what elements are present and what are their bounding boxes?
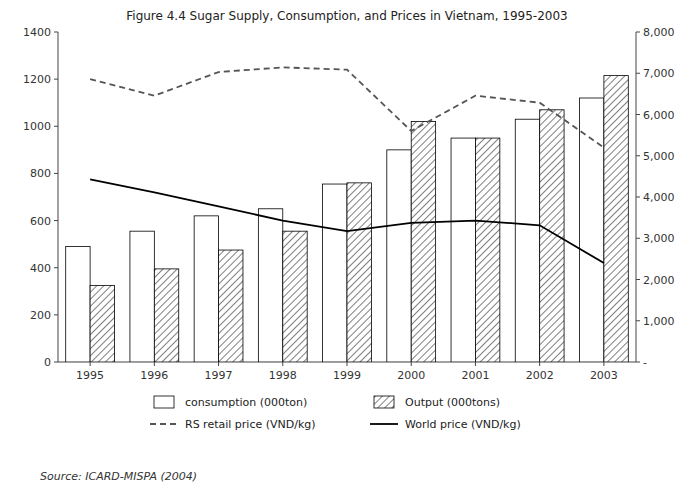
y2-tick-label: 8,000: [643, 26, 675, 39]
bar: [194, 216, 218, 362]
y-tick-label: 600: [30, 215, 51, 228]
legend-label: consumption (000ton): [185, 396, 307, 409]
x-tick-label: 2001: [461, 369, 489, 382]
bar-background: [219, 250, 243, 362]
x-tick-label: 1998: [269, 369, 297, 382]
line: [90, 67, 604, 147]
bar: [475, 138, 499, 362]
legend-label: Output (000tons): [405, 396, 500, 409]
bar-background: [283, 231, 307, 362]
plot-area: [66, 67, 629, 362]
y2-tick-label: 5,000: [643, 150, 675, 163]
bar: [258, 209, 282, 362]
legend-swatch: [154, 396, 174, 408]
x-tick-label: 2003: [590, 369, 618, 382]
y-tick-label: 200: [30, 309, 51, 322]
bar: [604, 76, 628, 362]
y2-tick-label: 3,000: [643, 232, 675, 245]
x-tick-label: 1999: [333, 369, 361, 382]
bar: [130, 231, 154, 362]
y2-tick: [636, 197, 640, 198]
bar: [387, 150, 411, 362]
y-tick: [54, 314, 58, 315]
x-tick-label: 2000: [397, 369, 425, 382]
y2-tick: [636, 73, 640, 74]
x-tick-label: 1995: [76, 369, 104, 382]
bar: [579, 98, 603, 362]
legend-label: World price (VND/kg): [405, 418, 521, 431]
y-tick: [54, 126, 58, 127]
x-tick-label: 1997: [205, 369, 233, 382]
bar-background: [347, 183, 371, 362]
y2-tick-label: 6,000: [643, 109, 675, 122]
y2-tick-label: 7,000: [643, 67, 675, 80]
y2-tick: [636, 279, 640, 280]
y2-tick: [636, 155, 640, 156]
bar-background: [540, 110, 564, 362]
title: Figure 4.4 Sugar Supply, Consumption, an…: [126, 9, 567, 23]
y-tick: [54, 79, 58, 80]
x-tick: [347, 362, 348, 366]
y-tick: [54, 362, 58, 363]
chart: Figure 4.4 Sugar Supply, Consumption, an…: [0, 0, 699, 492]
bar: [347, 183, 371, 362]
bar: [90, 285, 114, 362]
bar-background: [411, 122, 435, 362]
bar-background: [90, 285, 114, 362]
y-tick: [54, 32, 58, 33]
line: [90, 179, 604, 263]
x-tick: [282, 362, 283, 366]
legend-swatch: [370, 423, 398, 425]
bar: [451, 138, 475, 362]
bar: [219, 250, 243, 362]
x-tick: [218, 362, 219, 366]
bar-background: [154, 269, 178, 362]
y2-tick: [636, 362, 640, 363]
x-tick: [90, 362, 91, 366]
x-tick-label: 2002: [526, 369, 554, 382]
x-tick: [475, 362, 476, 366]
y-axis-line: [58, 32, 59, 362]
y2-tick: [636, 238, 640, 239]
source-note: Source: ICARD-MISPA (2004): [40, 470, 197, 483]
bar-background: [604, 76, 628, 362]
y2-tick-label: 1,000: [643, 315, 675, 328]
y-tick-label: 400: [30, 262, 51, 275]
x-tick: [539, 362, 540, 366]
y-tick: [54, 267, 58, 268]
legend: consumption (000ton) Output (000tons) RS r…: [150, 396, 521, 431]
legend-swatch: [374, 396, 394, 408]
bar-background: [475, 138, 499, 362]
bar: [283, 231, 307, 362]
x-tick: [411, 362, 412, 366]
legend-swatch: [150, 423, 178, 425]
y2-tick: [636, 32, 640, 33]
bar: [154, 269, 178, 362]
y2-tick-label: -: [643, 356, 647, 369]
y-tick-label: 1200: [23, 73, 51, 86]
x-tick: [154, 362, 155, 366]
y-tick-label: 0: [44, 356, 51, 369]
bar: [323, 184, 347, 362]
y-tick-label: 800: [30, 167, 51, 180]
bar: [540, 110, 564, 362]
bar: [515, 119, 539, 362]
y-tick: [54, 220, 58, 221]
y2-tick-label: 4,000: [643, 191, 675, 204]
bar: [66, 247, 90, 363]
bar: [411, 122, 435, 362]
y-tick: [54, 173, 58, 174]
legend-swatch-background: [374, 396, 394, 408]
y2-tick: [636, 114, 640, 115]
y2-tick: [636, 320, 640, 321]
legend-label: RS retail price (VND/kg): [185, 418, 316, 431]
y-tick-label: 1400: [23, 26, 51, 39]
x-tick: [603, 362, 604, 366]
y-tick-label: 1000: [23, 120, 51, 133]
x-tick-label: 1996: [140, 369, 168, 382]
y2-tick-label: 2,000: [643, 274, 675, 287]
